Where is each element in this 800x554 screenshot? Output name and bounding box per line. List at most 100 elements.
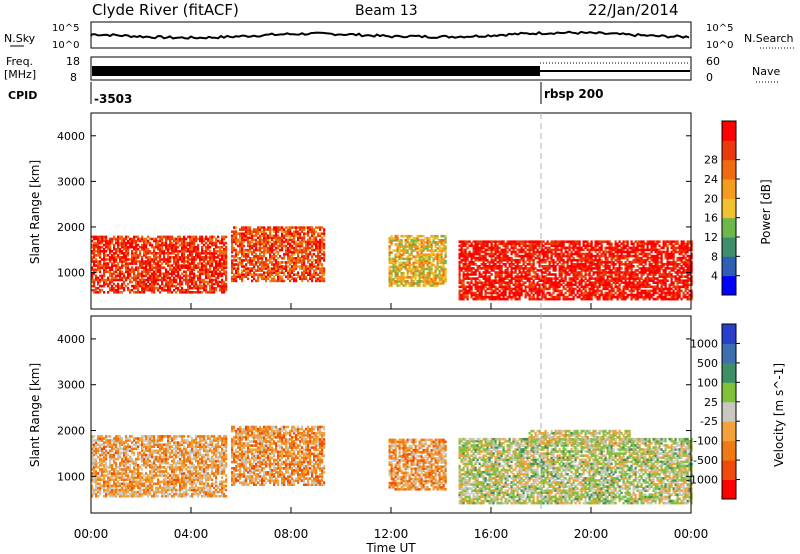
data-cell [305, 252, 308, 256]
data-cell [175, 260, 178, 263]
data-cell [638, 281, 641, 284]
data-cell [624, 263, 627, 266]
data-cell [235, 273, 238, 276]
data-cell [107, 264, 110, 267]
data-cell [522, 244, 525, 248]
data-cell [514, 291, 517, 295]
data-cell [195, 239, 198, 243]
data-cell [490, 291, 493, 295]
data-cell [570, 291, 573, 295]
data-cell [265, 248, 268, 252]
data-cell [111, 280, 114, 284]
data-cell [422, 245, 425, 248]
data-cell [634, 260, 637, 264]
data-cell [231, 263, 234, 266]
data-cell [141, 291, 144, 294]
data-cell [253, 267, 256, 270]
data-cell [295, 240, 298, 244]
data-cell [125, 260, 128, 263]
data-cell [516, 279, 519, 282]
data-cell [137, 274, 140, 278]
data-cell [217, 262, 220, 265]
data-cell [197, 286, 200, 290]
data-cell [273, 234, 276, 238]
data-cell [303, 240, 306, 244]
data-cell [500, 283, 503, 287]
data-cell [151, 258, 154, 261]
data-cell [301, 230, 304, 233]
data-cell [596, 242, 599, 246]
data-cell [484, 240, 487, 243]
data-cell [528, 242, 531, 246]
data-cell [422, 241, 425, 244]
data-cell [105, 237, 108, 241]
data-cell [177, 254, 180, 257]
data-cell [560, 283, 563, 287]
data-cell [408, 243, 411, 246]
data-cell [504, 297, 507, 301]
data-cell [239, 248, 242, 252]
data-cell [135, 256, 138, 259]
data-cell [281, 257, 284, 260]
data-cell [281, 240, 284, 244]
data-cell [137, 268, 140, 271]
data-cell [410, 280, 413, 283]
data-cell [470, 291, 473, 295]
data-cell [574, 246, 577, 250]
data-cell [249, 257, 252, 260]
data-cell [480, 256, 483, 260]
data-cell [552, 244, 555, 248]
data-cell [564, 269, 567, 272]
data-cell [422, 259, 425, 263]
data-cell [442, 234, 445, 238]
data-cell [269, 257, 272, 260]
data-cell [618, 263, 621, 266]
data-cell [466, 291, 469, 295]
data-cell [572, 269, 575, 272]
data-cell [301, 259, 304, 262]
data-cell [317, 259, 320, 262]
data-cell [241, 232, 244, 235]
data-cell [526, 277, 529, 280]
data-cell [418, 239, 421, 242]
data-cell [410, 282, 413, 285]
data-cell [404, 261, 407, 265]
data-cell [640, 277, 643, 280]
data-cell [544, 250, 547, 254]
data-cell [462, 293, 465, 297]
data-cell [287, 234, 290, 238]
data-cell [416, 255, 419, 258]
data-cell [119, 235, 122, 239]
data-cell [462, 275, 465, 278]
data-cell [297, 257, 300, 260]
data-cell [512, 287, 515, 291]
data-cell [103, 284, 106, 288]
data-cell [506, 260, 509, 264]
data-cell [149, 282, 152, 286]
data-cell [588, 273, 591, 276]
data-cell [562, 297, 565, 301]
data-cell [468, 291, 471, 295]
data-cell [562, 293, 565, 297]
data-cell [580, 297, 583, 301]
data-cell [113, 237, 116, 241]
data-cell [506, 256, 509, 260]
data-cell [602, 297, 605, 301]
data-cell [394, 259, 397, 263]
data-cell [177, 272, 180, 276]
data-cell [257, 267, 260, 270]
data-cell [526, 244, 529, 248]
data-cell [249, 236, 252, 240]
data-cell [309, 238, 312, 242]
data-cell [490, 260, 493, 264]
data-cell [309, 230, 312, 233]
data-cell [610, 293, 613, 297]
data-cell [205, 235, 208, 239]
data-cell [269, 250, 272, 254]
data-cell [594, 248, 597, 252]
data-cell [630, 295, 633, 299]
data-cell [564, 295, 567, 299]
data-cell [492, 246, 495, 250]
data-cell [434, 253, 437, 256]
data-cell [500, 252, 503, 256]
